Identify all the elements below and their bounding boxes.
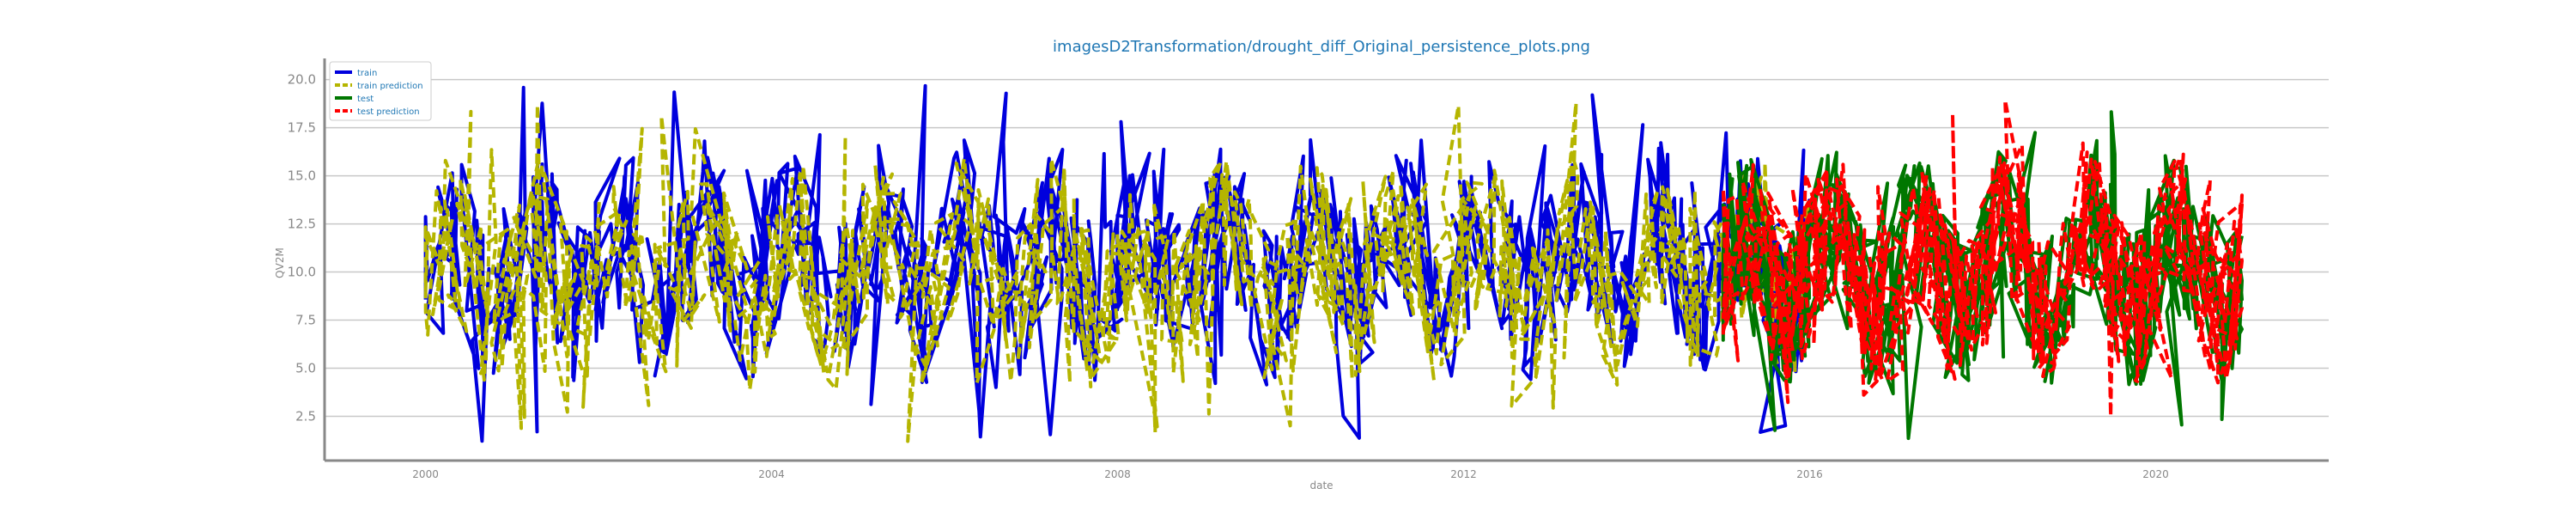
y-tick-label: 17.5 [288,120,316,136]
x-tick-label: 2000 [412,468,439,480]
legend-label: test [357,95,374,104]
legend-box [329,61,432,121]
series-line-test-prediction [1721,98,2244,418]
series-line-test [1721,110,2244,441]
y-tick-label: 10.0 [288,265,316,280]
y-tick-label: 2.5 [295,408,316,424]
legend-label: train prediction [357,82,423,91]
x-tick-label: 2020 [2142,468,2169,480]
y-tick-label: 20.0 [288,72,316,88]
x-tick-label: 2004 [758,468,785,480]
y-tick-label: 5.0 [295,361,316,376]
x-tick-label: 2008 [1104,468,1131,480]
legend: train train prediction test test prediction [329,61,432,121]
y-tick-label: 7.5 [295,313,316,328]
x-axis-label: date [1309,479,1333,492]
series-layer [423,83,2244,443]
series-line-train-prediction [423,101,1812,443]
y-tick-label: 15.0 [288,168,316,184]
legend-label: test prediction [357,107,420,117]
x-tick-label: 2012 [1450,468,1477,480]
y-axis-label: QV2M [274,247,286,278]
x-tick-label: 2016 [1796,468,1823,480]
axis-layer: 2.5 5.0 7.5 10.0 12.5 15.0 17.5 20.0 2000 2004 200… [288,58,2329,480]
legend-label: train [357,69,377,78]
y-tick-label: 12.5 [288,217,316,232]
chart-title: imagesD2Transformation/drought_diff_Orig… [1053,38,1590,56]
